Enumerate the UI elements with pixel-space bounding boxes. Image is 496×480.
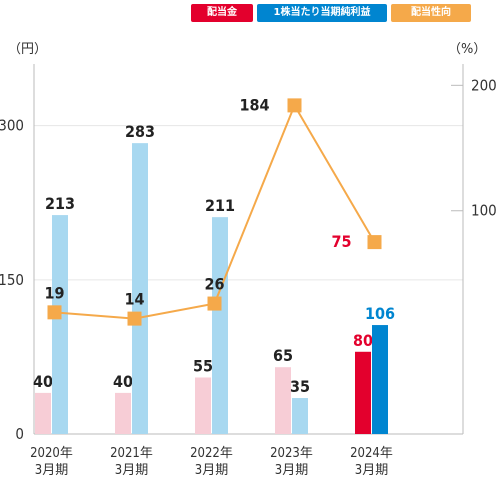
- eps-value-label: 106: [365, 304, 395, 323]
- eps-bar: [52, 215, 68, 434]
- payout-ratio-marker: [367, 235, 382, 250]
- dividend-value-label: 40: [113, 372, 133, 391]
- category-label: 3月期: [35, 463, 68, 478]
- left-axis-unit: （円）: [8, 42, 48, 57]
- category-label: 2022年: [190, 446, 233, 461]
- payout-ratio-value-label: 184: [239, 95, 269, 114]
- eps-bar: [292, 398, 308, 434]
- legend-eps: 1株当たり当期純利益: [257, 4, 387, 22]
- dividend-bar: [195, 377, 211, 434]
- payout-ratio-marker: [287, 98, 302, 113]
- category-label: 2023年: [270, 446, 313, 461]
- dividend-value-label: 40: [33, 372, 53, 391]
- legend-dividend: 配当金: [191, 4, 253, 22]
- eps-value-label: 283: [125, 122, 155, 141]
- category-label: 3月期: [275, 463, 308, 478]
- left-tick-label: 300: [0, 117, 24, 135]
- payout-ratio-value-label: 19: [44, 283, 64, 302]
- dividend-value-label: 65: [273, 346, 293, 365]
- category-label: 2021年: [110, 446, 153, 461]
- eps-bar: [212, 217, 228, 434]
- right-axis-unit: （%）: [448, 42, 487, 57]
- dividend-bar: [35, 392, 51, 434]
- payout-ratio-marker: [127, 311, 142, 326]
- right-tick-label: 100: [471, 202, 496, 220]
- dividend-bar: [115, 392, 131, 434]
- category-label: 2020年: [30, 446, 73, 461]
- right-tick-label: 200: [471, 76, 496, 94]
- eps-bar: [372, 325, 388, 434]
- dividend-bar: [275, 367, 291, 434]
- payout-ratio-value-label: 26: [204, 275, 224, 294]
- category-label: 3月期: [195, 463, 228, 478]
- left-tick-label: 150: [0, 271, 24, 289]
- payout-ratio-value-label: 75: [331, 232, 351, 251]
- dividend-value-label: 55: [193, 356, 213, 375]
- legend-payout-ratio: 配当性向: [391, 4, 471, 22]
- category-label: 3月期: [115, 463, 148, 478]
- eps-value-label: 35: [290, 377, 310, 396]
- left-tick-label: 0: [15, 425, 24, 443]
- category-label: 2024年: [350, 446, 393, 461]
- payout-ratio-value-label: 14: [124, 290, 144, 309]
- dividend-value-label: 80: [353, 331, 373, 350]
- payout-ratio-marker: [207, 296, 222, 311]
- dividend-bar: [355, 351, 371, 434]
- payout-ratio-marker: [47, 305, 62, 320]
- eps-value-label: 213: [45, 194, 75, 213]
- category-label: 3月期: [355, 463, 388, 478]
- eps-value-label: 211: [205, 196, 235, 215]
- eps-bar: [132, 143, 148, 434]
